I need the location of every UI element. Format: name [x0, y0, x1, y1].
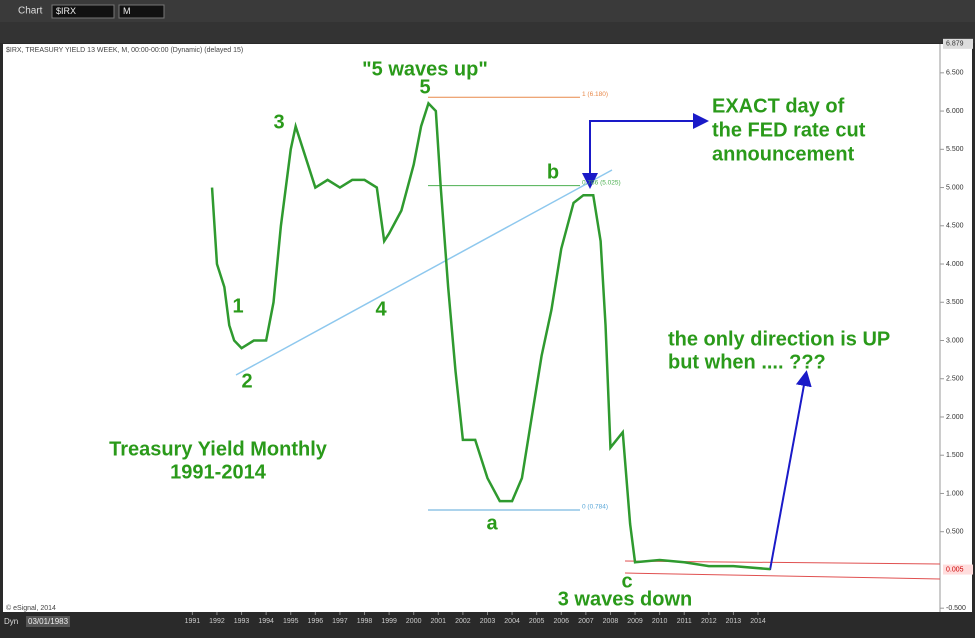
y-tick-label: -0.500	[946, 605, 966, 612]
x-tick-label: 1997	[332, 618, 348, 625]
last-value-marker	[943, 38, 973, 49]
x-tick-label: 2000	[406, 618, 422, 625]
last-value-marker	[943, 564, 973, 575]
annotation: 1991-2014	[170, 461, 267, 483]
x-tick-label: 2001	[431, 618, 447, 625]
x-tick-label: 1996	[308, 618, 324, 625]
y-tick-label: 2.000	[946, 414, 964, 421]
copyright: © eSignal, 2014	[6, 604, 56, 612]
annotation: 5	[419, 76, 430, 98]
y-tick-label: 1.000	[946, 490, 964, 497]
annotations: "5 waves up" 5 3 1 2 4 b a c 3 waves dow…	[109, 58, 890, 610]
symbol[interactable]: $IRX	[56, 6, 76, 16]
toolbar	[0, 22, 975, 43]
x-tick-label: 1995	[283, 618, 299, 625]
annotation: 1	[232, 295, 243, 317]
x-tick-label: 2006	[553, 618, 569, 625]
status: $IRX, TREASURY YIELD 13 WEEK, M, 00:00-0…	[6, 47, 243, 54]
y-tick-label: 2.500	[946, 376, 964, 383]
x-tick-label: 1991	[185, 618, 201, 625]
annotation: the FED rate cut	[712, 119, 866, 141]
x-tick-label: 2002	[455, 618, 471, 625]
x-tick-label: 2003	[480, 618, 496, 625]
price-line	[210, 101, 771, 571]
x-tick-label: 1998	[357, 618, 373, 625]
y-tick-label: 1.500	[946, 452, 964, 459]
x-tick-label: 2014	[750, 618, 766, 625]
fib-label: 1 (6.180)	[582, 91, 608, 98]
fib-label: 0.786 (5.025)	[582, 179, 621, 186]
annotation: 3 waves down	[558, 588, 693, 610]
last-value-label: 0.005	[946, 566, 964, 573]
y-tick-label: 3.000	[946, 337, 964, 344]
x-tick-label: 1999	[381, 618, 397, 625]
x-tick-label: 2005	[529, 618, 545, 625]
annotation: b	[547, 161, 559, 183]
channel-bottom	[624, 572, 941, 580]
y-tick-label: 5.500	[946, 146, 964, 153]
date-box	[26, 616, 70, 627]
y-tick-label: 3.500	[946, 299, 964, 306]
annotation: announcement	[712, 143, 855, 165]
y-tick-label: 4.000	[946, 261, 964, 268]
x-tick-label: 2008	[603, 618, 619, 625]
annotation: but when .... ???	[668, 351, 826, 373]
annotation: a	[486, 512, 498, 534]
annotation: the only direction is UP	[668, 328, 890, 350]
y-tick-label: 4.500	[946, 223, 964, 230]
x-tick-label: 1992	[209, 618, 225, 625]
annotation: 2	[241, 370, 252, 392]
last-value-label: 6.879	[946, 41, 964, 48]
y-tick-label: 0.500	[946, 529, 964, 536]
x-tick-label: 1994	[258, 618, 274, 625]
y-tick-label: 6.500	[946, 70, 964, 77]
y-tick-label: 5.000	[946, 184, 964, 191]
x-tick-label: 2010	[652, 618, 668, 625]
fib-label: 0 (0.784)	[582, 504, 608, 511]
annotation: "5 waves up"	[362, 58, 488, 80]
annotation: 4	[375, 298, 387, 320]
annotation: 3	[273, 111, 284, 133]
annotation: Treasury Yield Monthly	[109, 438, 328, 460]
x-tick-label: 2004	[504, 618, 520, 625]
x-axis-bar	[0, 613, 975, 633]
chart-area	[3, 44, 972, 612]
x-tick-label: 2012	[701, 618, 717, 625]
title-bar	[0, 0, 975, 22]
x-tick-label: 2007	[578, 618, 594, 625]
x-tick-label: 2009	[627, 618, 643, 625]
annotation: EXACT day of	[712, 95, 845, 117]
interval[interactable]: M	[123, 6, 131, 16]
arrow	[769, 370, 812, 571]
symbol-box[interactable]	[51, 4, 115, 19]
window-title: Chart	[18, 6, 43, 17]
x-tick-label: 2011	[677, 618, 692, 625]
y-tick-label: 6.000	[946, 108, 964, 115]
x-tick-label: 1993	[234, 618, 250, 625]
interval-box[interactable]	[118, 4, 165, 19]
start-date: 03/01/1983	[28, 617, 69, 626]
mode: Dyn	[4, 617, 18, 626]
annotation: c	[621, 570, 632, 592]
x-tick-label: 2013	[726, 618, 742, 625]
trend-line	[235, 169, 613, 376]
